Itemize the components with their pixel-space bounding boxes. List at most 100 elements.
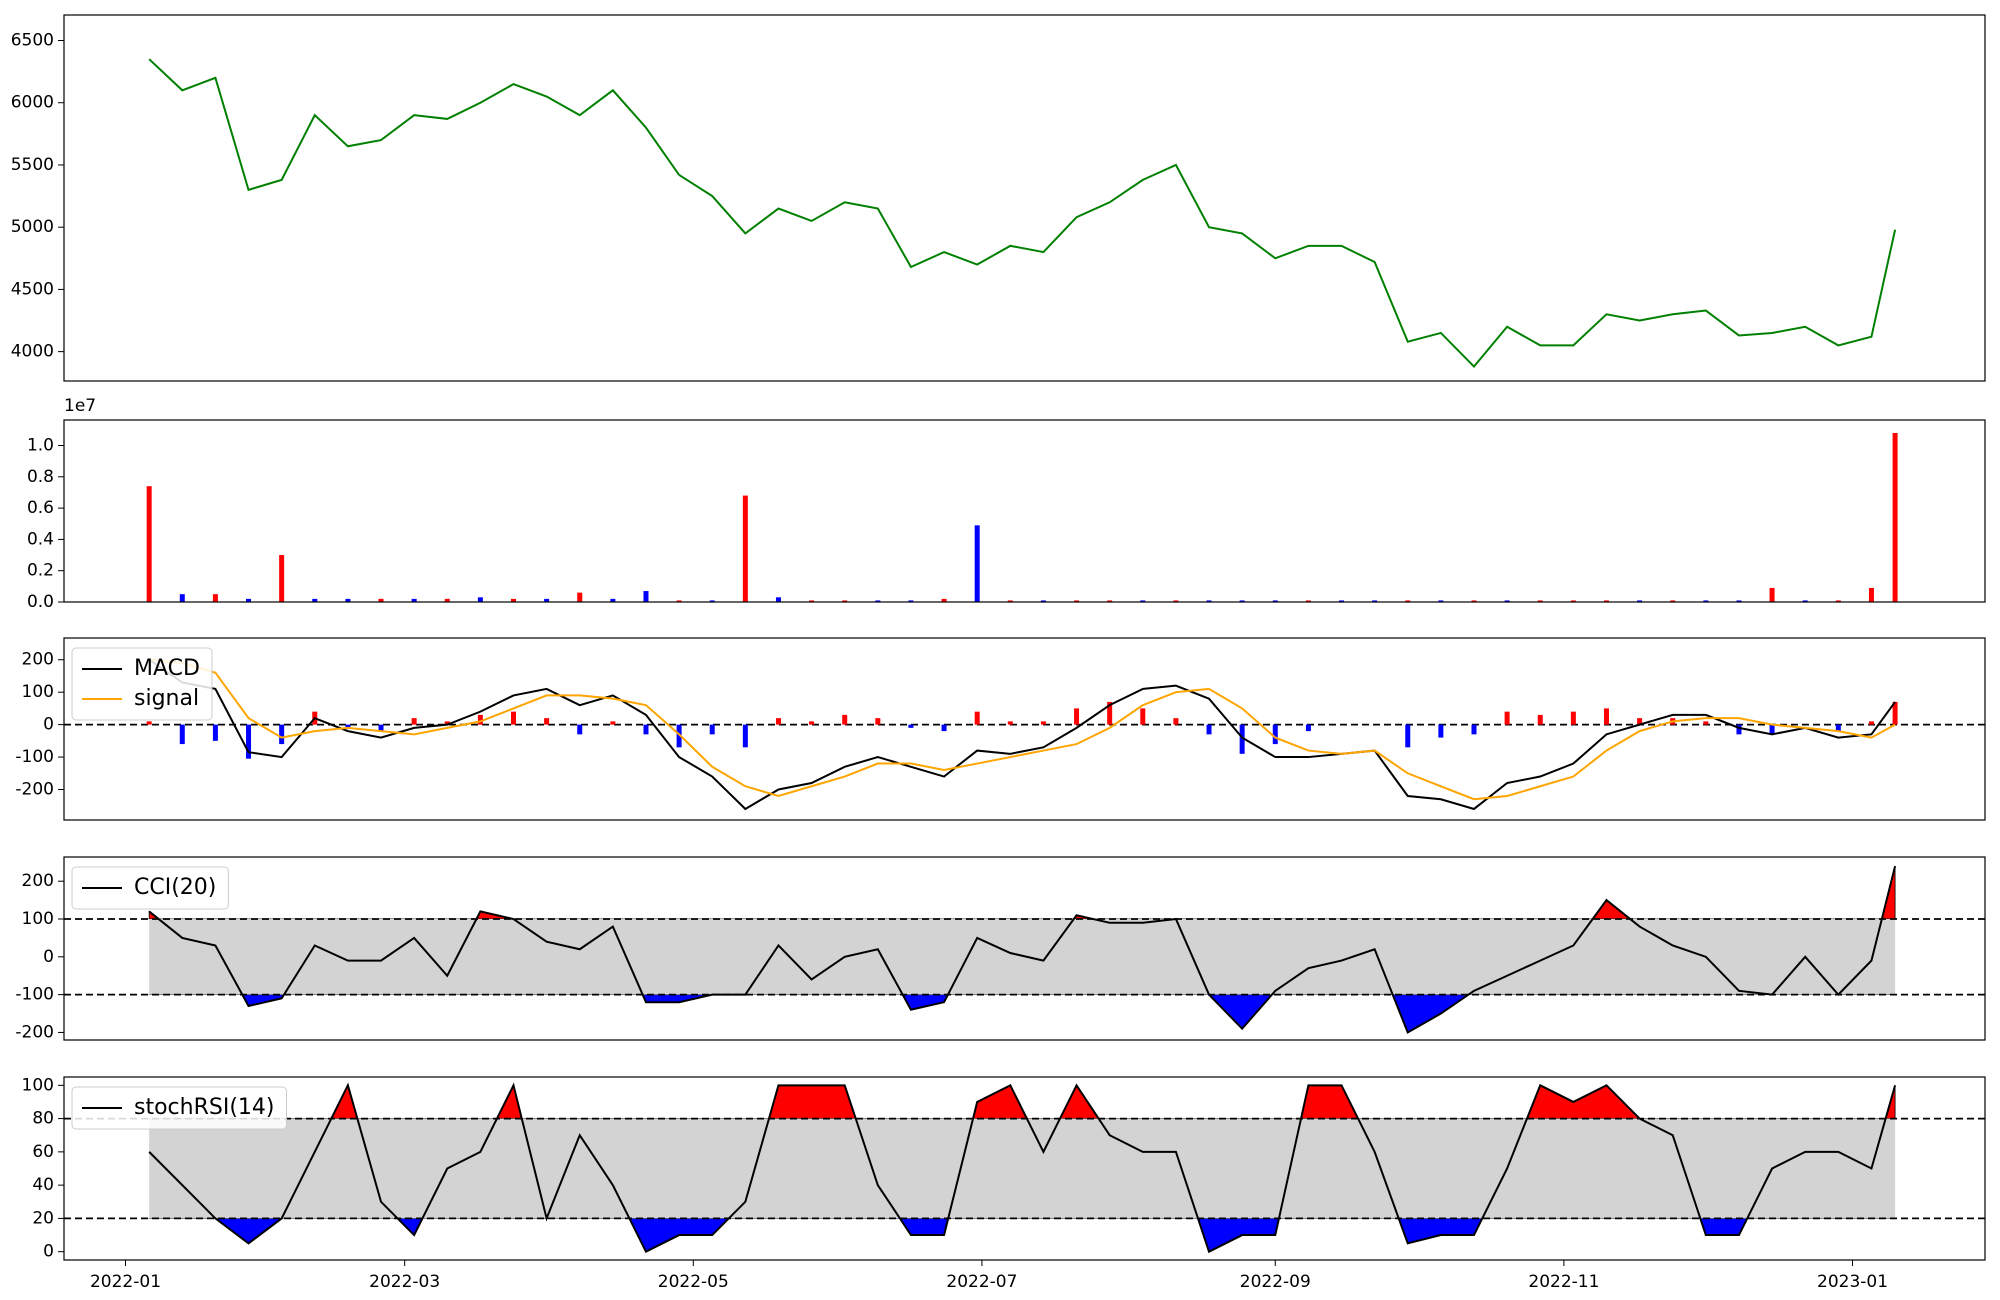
volume-bar <box>246 598 252 602</box>
histogram-bar <box>643 724 649 735</box>
y-tick-label: 6500 <box>11 31 54 51</box>
histogram-bar <box>577 724 583 735</box>
volume-bar <box>345 598 351 602</box>
histogram-bar <box>444 721 450 725</box>
panel-frame <box>63 856 1986 1041</box>
x-tick-label: 2022-05 <box>658 1272 729 1292</box>
volume-bar <box>279 555 285 602</box>
y-tick-label: 4500 <box>11 279 54 299</box>
histogram-bar <box>378 724 384 732</box>
y-tick-label: 200 <box>22 871 54 891</box>
volume-bar <box>875 600 881 602</box>
volume-bar <box>312 598 318 602</box>
y-tick-label: 80 <box>32 1109 54 1129</box>
histogram-bar <box>1637 718 1643 725</box>
volume-bar <box>1802 600 1808 602</box>
volume-bar <box>1074 600 1080 602</box>
y-tick-label: 5500 <box>11 155 54 175</box>
x-tick-label: 2023-01 <box>1817 1272 1888 1292</box>
lower-fill <box>148 1218 1896 1253</box>
volume-bar <box>477 597 483 602</box>
series-line <box>148 865 1897 1034</box>
volume-bar <box>444 598 450 602</box>
panel: -200 -100 0 100 200 MACD signal <box>15 637 1986 821</box>
histogram-bar <box>1736 724 1742 735</box>
histogram-bar <box>146 721 152 725</box>
histogram-bar <box>1504 711 1510 725</box>
plot-area <box>64 1082 1985 1254</box>
volume-bar <box>1603 600 1609 602</box>
histogram-bar <box>1173 718 1179 725</box>
volume-bar <box>974 525 980 602</box>
series-line <box>148 1082 1897 1254</box>
volume-bar <box>610 598 616 602</box>
volume-bar <box>1868 587 1874 602</box>
histogram-bar <box>1603 708 1609 725</box>
y-tick-label: 40 <box>32 1175 54 1195</box>
histogram-bar <box>345 724 351 728</box>
x-tick-label: 2022-09 <box>1240 1272 1311 1292</box>
histogram-bar <box>974 711 980 725</box>
plot-area <box>146 432 1898 602</box>
plot-area <box>64 865 1985 1034</box>
y-tick-label: -100 <box>15 985 54 1005</box>
volume-bar <box>809 600 815 602</box>
histogram-bar <box>1471 724 1477 735</box>
volume-bar <box>1670 600 1676 602</box>
histogram-bar <box>875 718 881 725</box>
histogram-bar <box>842 714 848 725</box>
series-line <box>149 658 1896 801</box>
histogram-bar <box>1868 721 1874 725</box>
volume-bar <box>1372 600 1378 602</box>
volume-bar <box>1007 600 1013 602</box>
volume-bar <box>1272 600 1278 602</box>
volume-bar <box>1305 600 1311 602</box>
histogram-bar <box>1892 701 1898 725</box>
panel-frame <box>63 419 1986 603</box>
series-line <box>148 658 1896 811</box>
y-tick-label: 20 <box>32 1208 54 1228</box>
volume-bar <box>378 598 384 602</box>
histogram-bar <box>212 724 218 741</box>
legend-label: CCI(20) <box>134 875 216 900</box>
y-tick-label: 0.6 <box>27 498 54 518</box>
series-line <box>148 58 1897 369</box>
volume-bar <box>908 600 914 602</box>
histogram-bar <box>1206 724 1212 735</box>
y-tick-label: 100 <box>22 909 54 929</box>
plot-area <box>148 58 1897 369</box>
volume-bar <box>676 600 682 602</box>
volume-bar <box>775 597 781 602</box>
y-tick-label: 0 <box>43 947 54 967</box>
histogram-bar <box>1438 724 1444 738</box>
y-tick-label: 0.0 <box>27 592 54 612</box>
volume-bar <box>941 598 947 602</box>
volume-bar <box>1769 587 1775 602</box>
y-tick-label: 0.2 <box>27 561 54 581</box>
panel-frame <box>63 1076 1986 1261</box>
volume-bar <box>1140 600 1146 602</box>
volume-bar <box>411 598 417 602</box>
volume-bar <box>510 598 516 602</box>
histogram-bar <box>1405 724 1411 748</box>
volume-bar <box>1405 600 1411 602</box>
legend: MACD signal <box>71 647 213 721</box>
panel-frame <box>63 14 1986 382</box>
histogram-bar <box>809 721 815 725</box>
y-tick-label: 200 <box>22 650 54 670</box>
y-tick-label: 100 <box>22 682 54 702</box>
volume-bar <box>1504 600 1510 602</box>
plot-area <box>64 658 1985 811</box>
panel: 0 20 40 60 80 100 2022-01 2022-03 2022-05 2022-07… <box>22 1075 1986 1292</box>
panel-frame <box>63 637 1986 821</box>
volume-bar <box>1736 600 1742 602</box>
histogram-bar <box>610 721 616 725</box>
histogram-bar <box>1537 714 1543 725</box>
y-tick-label: -100 <box>15 747 54 767</box>
legend-label: MACD <box>134 656 200 681</box>
y-tick-label: 0 <box>43 1242 54 1262</box>
y-tick-label: 60 <box>32 1142 54 1162</box>
y-tick-label: 100 <box>22 1075 54 1095</box>
histogram-bar <box>411 718 417 725</box>
histogram-bar <box>1769 724 1775 735</box>
